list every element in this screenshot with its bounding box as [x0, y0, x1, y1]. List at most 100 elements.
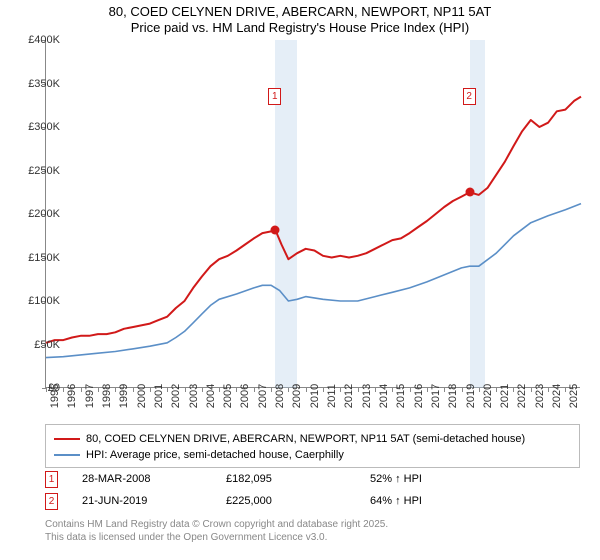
x-tick-label: 2024	[551, 384, 563, 408]
x-tick-label: 2015	[395, 384, 407, 408]
x-tick-label: 2020	[482, 384, 494, 408]
legend-swatch	[54, 454, 80, 456]
y-tick-label: £50K	[34, 339, 60, 351]
y-tick-label: £0	[48, 382, 60, 394]
x-tick-line	[375, 388, 376, 392]
x-tick-label: 2021	[499, 384, 511, 408]
chart-lines-svg	[46, 40, 581, 388]
x-tick-line	[410, 388, 411, 392]
sale-point-dot	[465, 188, 474, 197]
y-tick-label: £250K	[28, 165, 60, 177]
x-tick-line	[254, 388, 255, 392]
x-tick-line	[167, 388, 168, 392]
x-tick-label: 2025	[568, 384, 580, 408]
title-line2: Price paid vs. HM Land Registry's House …	[0, 20, 600, 36]
legend-label: 80, COED CELYNEN DRIVE, ABERCARN, NEWPOR…	[86, 433, 525, 445]
chart-marker-box: 2	[463, 88, 476, 105]
x-tick-line	[133, 388, 134, 392]
series-line-price_paid	[46, 97, 581, 343]
x-tick-line	[150, 388, 151, 392]
legend-row: 80, COED CELYNEN DRIVE, ABERCARN, NEWPOR…	[54, 431, 571, 447]
x-tick-line	[323, 388, 324, 392]
x-tick-label: 2002	[170, 384, 182, 408]
x-tick-line	[358, 388, 359, 392]
x-tick-label: 2022	[516, 384, 528, 408]
transaction-price: £225,000	[226, 495, 346, 507]
title-line1: 80, COED CELYNEN DRIVE, ABERCARN, NEWPOR…	[0, 4, 600, 20]
credits-line1: Contains HM Land Registry data © Crown c…	[45, 518, 388, 531]
credits-text: Contains HM Land Registry data © Crown c…	[45, 518, 388, 544]
x-tick-label: 1997	[84, 384, 96, 408]
y-tick-label: £150K	[28, 252, 60, 264]
x-tick-line	[115, 388, 116, 392]
x-tick-label: 1998	[101, 384, 113, 408]
x-tick-label: 2000	[136, 384, 148, 408]
transactions-table: 1 28-MAR-2008 £182,095 52% ↑ HPI 2 21-JUN-201…	[45, 468, 580, 512]
x-tick-line	[98, 388, 99, 392]
legend-swatch	[54, 438, 80, 440]
transaction-hpi-diff: 52% ↑ HPI	[370, 473, 422, 485]
x-tick-line	[288, 388, 289, 392]
sale-point-dot	[271, 225, 280, 234]
x-tick-label: 2019	[465, 384, 477, 408]
x-tick-line	[462, 388, 463, 392]
y-tick-line	[42, 388, 46, 389]
x-tick-line	[392, 388, 393, 392]
y-tick-label: £100K	[28, 295, 60, 307]
transaction-price: £182,095	[226, 473, 346, 485]
x-tick-label: 2006	[239, 384, 251, 408]
legend-box: 80, COED CELYNEN DRIVE, ABERCARN, NEWPOR…	[45, 424, 580, 468]
transaction-row: 2 21-JUN-2019 £225,000 64% ↑ HPI	[45, 490, 580, 512]
x-tick-line	[479, 388, 480, 392]
credits-line2: This data is licensed under the Open Gov…	[45, 531, 388, 544]
chart-marker-box: 1	[268, 88, 281, 105]
x-tick-line	[548, 388, 549, 392]
x-tick-line	[63, 388, 64, 392]
x-tick-label: 2004	[205, 384, 217, 408]
y-tick-label: £400K	[28, 34, 60, 46]
x-tick-label: 2005	[222, 384, 234, 408]
transaction-marker-box: 2	[45, 493, 58, 510]
transaction-date: 28-MAR-2008	[82, 473, 202, 485]
transaction-hpi-diff: 64% ↑ HPI	[370, 495, 422, 507]
x-tick-label: 2010	[309, 384, 321, 408]
transaction-date: 21-JUN-2019	[82, 495, 202, 507]
chart-plot-area: 12 1995199619971998199920002001200220032…	[45, 40, 580, 388]
transaction-marker-box: 1	[45, 471, 58, 488]
x-tick-line	[444, 388, 445, 392]
y-tick-label: £200K	[28, 208, 60, 220]
x-tick-line	[236, 388, 237, 392]
x-tick-line	[202, 388, 203, 392]
x-tick-label: 2023	[534, 384, 546, 408]
x-tick-label: 2008	[274, 384, 286, 408]
x-tick-label: 2013	[361, 384, 373, 408]
x-tick-label: 2012	[343, 384, 355, 408]
transaction-row: 1 28-MAR-2008 £182,095 52% ↑ HPI	[45, 468, 580, 490]
x-tick-label: 2014	[378, 384, 390, 408]
x-tick-line	[496, 388, 497, 392]
y-tick-label: £300K	[28, 121, 60, 133]
x-tick-label: 2003	[188, 384, 200, 408]
x-tick-line	[513, 388, 514, 392]
x-tick-label: 1999	[118, 384, 130, 408]
x-tick-line	[185, 388, 186, 392]
x-tick-line	[219, 388, 220, 392]
x-tick-label: 2011	[326, 384, 338, 408]
x-tick-label: 2001	[153, 384, 165, 408]
y-tick-label: £350K	[28, 78, 60, 90]
series-line-hpi	[46, 204, 581, 358]
legend-row: HPI: Average price, semi-detached house,…	[54, 447, 571, 463]
x-tick-line	[306, 388, 307, 392]
x-tick-line	[271, 388, 272, 392]
x-tick-label: 1996	[66, 384, 78, 408]
x-tick-label: 2017	[430, 384, 442, 408]
x-tick-line	[531, 388, 532, 392]
x-tick-label: 2016	[413, 384, 425, 408]
x-tick-line	[81, 388, 82, 392]
x-tick-line	[565, 388, 566, 392]
x-tick-line	[340, 388, 341, 392]
x-tick-label: 2009	[291, 384, 303, 408]
x-tick-line	[427, 388, 428, 392]
x-tick-label: 2018	[447, 384, 459, 408]
x-tick-label: 2007	[257, 384, 269, 408]
